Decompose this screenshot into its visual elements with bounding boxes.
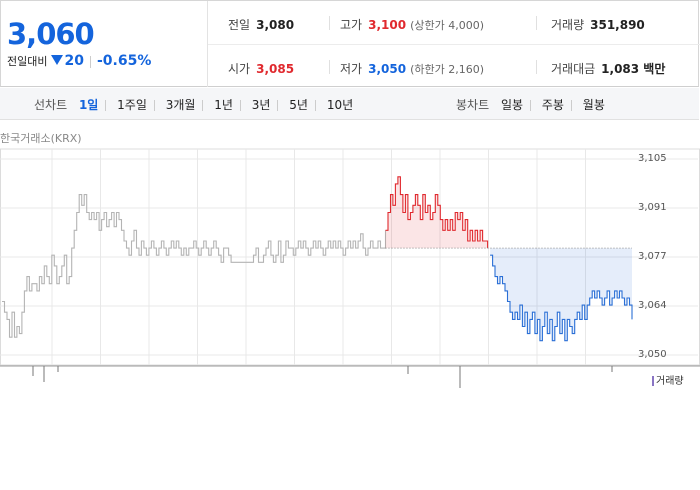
y-tick-label: 3,077 xyxy=(638,251,667,262)
tab-daily[interactable]: 일봉 xyxy=(500,98,524,112)
tab-3y[interactable]: 3년 xyxy=(251,98,271,112)
price-summary: 3,060 전일대비 20 -0.65% xyxy=(1,1,208,87)
divider xyxy=(530,100,532,111)
quote-panel: 3,060 전일대비 20 -0.65% 전일 3,080 고가 3,100 (상한가 4… xyxy=(0,0,700,87)
line-chart-tabs: 선차트 1일 1주일 3개월 1년 3년 5년 10년 xyxy=(34,96,353,113)
price-area-up xyxy=(385,176,491,249)
data-source: 한국거래소(KRX) xyxy=(0,132,82,145)
tab-monthly[interactable]: 월봉 xyxy=(582,98,605,112)
intraday-chart: 한국거래소(KRX) 3,105 3,091 3,077 3,064 3,050… xyxy=(0,121,700,490)
open-price: 시가 3,085 xyxy=(228,60,294,77)
trade-value: 거래대금 1,083 백만 xyxy=(551,60,665,77)
divider xyxy=(105,100,107,111)
volume-legend-label: 거래량 xyxy=(656,376,684,387)
tab-1w[interactable]: 1주일 xyxy=(117,98,147,112)
high-value: 3,100 xyxy=(368,18,407,32)
volume-value: 351,890 xyxy=(590,18,645,32)
prev-close: 전일 3,080 xyxy=(228,16,294,33)
price-line-neutral xyxy=(2,194,387,338)
divider xyxy=(536,16,537,30)
low-label: 저가 xyxy=(340,62,363,76)
row-divider xyxy=(208,44,700,45)
price-line-down xyxy=(490,254,633,342)
divider xyxy=(202,100,204,111)
y-tick-label: 3,050 xyxy=(638,349,667,360)
high-label: 고가 xyxy=(340,18,363,32)
tab-10y[interactable]: 10년 xyxy=(326,98,354,112)
divider xyxy=(570,100,572,111)
change-row: 전일대비 20 -0.65% xyxy=(7,53,151,69)
down-triangle-icon xyxy=(51,55,64,65)
open-label: 시가 xyxy=(228,62,251,76)
open-value: 3,085 xyxy=(256,62,295,76)
volume-legend: 거래량 xyxy=(652,372,684,387)
quote-grid: 전일 3,080 고가 3,100 (상한가 4,000) 거래량 351,890 시가… xyxy=(208,1,700,87)
divider xyxy=(89,55,91,68)
price-plot xyxy=(0,148,700,388)
trade-value-value: 1,083 백만 xyxy=(601,62,666,76)
tab-1d[interactable]: 1일 xyxy=(78,98,99,112)
high-price: 고가 3,100 (상한가 4,000) xyxy=(340,16,484,33)
divider xyxy=(153,100,155,111)
tab-5y[interactable]: 5년 xyxy=(289,98,308,112)
divider xyxy=(536,60,537,74)
change-label: 전일대비 xyxy=(7,55,48,68)
tab-1y[interactable]: 1년 xyxy=(214,98,233,112)
divider xyxy=(329,16,330,30)
prev-close-label: 전일 xyxy=(228,18,251,32)
volume-label: 거래량 xyxy=(551,18,585,32)
line-chart-title: 선차트 xyxy=(34,98,68,112)
price-line-up xyxy=(385,176,489,249)
low-value: 3,050 xyxy=(368,62,407,76)
change-rate: -0.65% xyxy=(96,53,152,69)
y-tick-label: 3,064 xyxy=(638,300,667,311)
upper-limit: (상한가 4,000) xyxy=(410,19,484,32)
divider xyxy=(314,100,316,111)
volume: 거래량 351,890 xyxy=(551,16,645,33)
low-price: 저가 3,050 (하한가 2,160) xyxy=(340,60,484,77)
prev-close-value: 3,080 xyxy=(256,18,295,32)
divider xyxy=(329,60,330,74)
candle-chart-tabs: 봉차트 일봉 주봉 월봉 xyxy=(456,96,605,113)
y-tick-label: 3,105 xyxy=(638,153,667,164)
divider xyxy=(277,100,279,111)
change-amount: 20 xyxy=(64,53,84,69)
divider xyxy=(239,100,241,111)
y-tick-label: 3,091 xyxy=(638,202,667,213)
lower-limit: (하한가 2,160) xyxy=(410,63,484,76)
chart-period-tabs: 선차트 1일 1주일 3개월 1년 3년 5년 10년 봉차트 일봉 주봉 월봉 xyxy=(0,88,699,120)
trade-value-label: 거래대금 xyxy=(551,62,596,76)
candle-chart-title: 봉차트 xyxy=(456,98,490,112)
current-price: 3,060 xyxy=(7,17,95,51)
tab-weekly[interactable]: 주봉 xyxy=(541,98,564,112)
price-area-down xyxy=(490,248,632,341)
volume-swatch-icon xyxy=(652,376,654,386)
tab-3m[interactable]: 3개월 xyxy=(165,98,196,112)
